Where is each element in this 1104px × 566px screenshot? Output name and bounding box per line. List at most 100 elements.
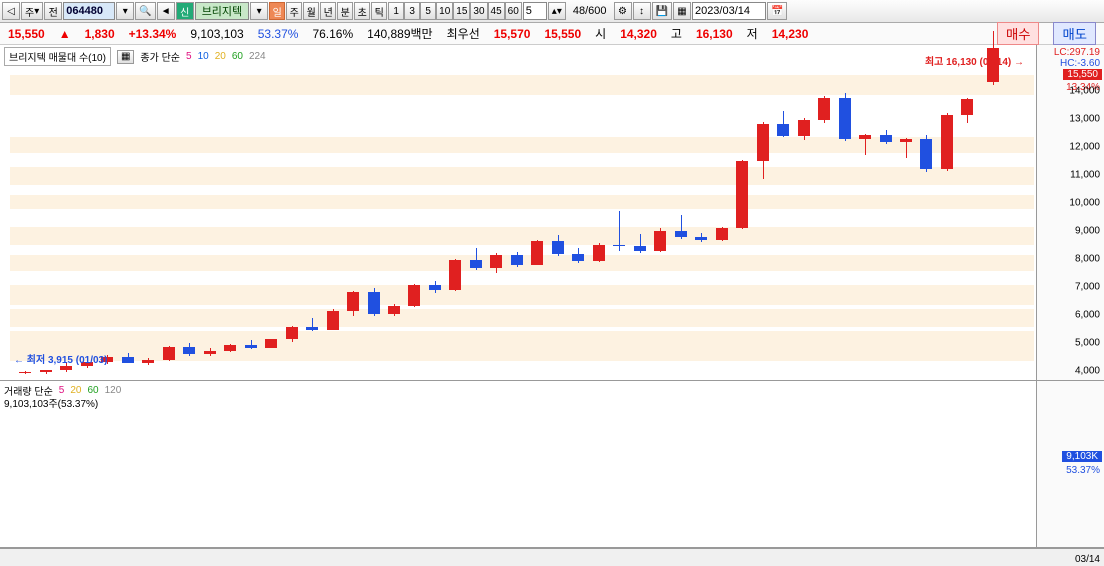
candle-body	[818, 98, 830, 119]
candle-body	[470, 260, 482, 268]
legend-ma-label: 종가 단순	[140, 49, 180, 64]
legend-sec[interactable]: 브리지텍 매물대 수(10)	[4, 47, 111, 66]
tf-num-15[interactable]: 15	[453, 2, 470, 20]
volume-profile-band	[10, 167, 1034, 185]
price-chart[interactable]: 브리지텍 매물대 수(10) ▦ 종가 단순 5102060224 LC:297…	[0, 45, 1104, 381]
vol-pct-badge: 53.37%	[1064, 465, 1102, 476]
price-chart-inner	[10, 45, 1034, 380]
tf-tick[interactable]: 틱	[371, 2, 387, 20]
tool2-icon[interactable]: ↕	[633, 2, 651, 20]
candle-body	[511, 255, 523, 265]
y-tick: 13,000	[1069, 114, 1100, 125]
ma-legend-5: 5	[186, 51, 192, 62]
candle-body	[900, 139, 912, 142]
candle-body	[60, 366, 72, 370]
type-dropdown[interactable]: 주 ▾	[21, 2, 43, 20]
high-annotation: 최고 16,130 (03/14) →	[925, 53, 1024, 68]
volume-y-axis: 9,103K 53.37%	[1036, 381, 1104, 547]
vol-legend-120: 120	[105, 385, 122, 396]
candle-body	[429, 285, 441, 289]
vol-legend-5: 5	[59, 385, 65, 396]
ma-legend-224: 224	[249, 51, 266, 62]
candle-body	[265, 339, 277, 348]
tf-num-45[interactable]: 45	[488, 2, 505, 20]
tool3-icon[interactable]: ▦	[673, 2, 691, 20]
candle-body	[675, 231, 687, 237]
sell-button[interactable]: 매도	[1053, 22, 1096, 45]
date-input[interactable]	[692, 2, 766, 20]
candle-body	[798, 120, 810, 136]
volume-profile-band	[10, 195, 1034, 209]
low-annotation: ← 최저 3,915 (01/03)	[14, 351, 107, 366]
tf-num-5[interactable]: 5	[420, 2, 436, 20]
y-tick: 4,000	[1075, 366, 1100, 377]
tf-year[interactable]: 년	[320, 2, 336, 20]
candle-body	[306, 327, 318, 330]
volume-chart[interactable]: 거래량 단순 52060120 9,103,103주(53.37%) 9,103…	[0, 381, 1104, 548]
legend-toggle-icon[interactable]: ▦	[117, 50, 134, 64]
tf-min[interactable]: 분	[337, 2, 353, 20]
name-dropdown-icon[interactable]: ▾	[250, 2, 268, 20]
volume: 9,103,103	[190, 27, 243, 41]
tf-num-10[interactable]: 10	[436, 2, 453, 20]
candle-body	[408, 285, 420, 306]
candle-body	[388, 306, 400, 314]
candle-body	[40, 370, 52, 372]
save-icon[interactable]: 💾	[652, 2, 672, 20]
tf-num-30[interactable]: 30	[470, 2, 487, 20]
candle-body	[327, 311, 339, 330]
vol-legend-20: 20	[70, 385, 81, 396]
volume-profile-band	[10, 285, 1034, 305]
hc-label: HC:-3.60	[1058, 58, 1102, 69]
high-label: 고	[671, 25, 682, 42]
candle-body	[572, 254, 584, 261]
pct-change: +13.34%	[129, 27, 177, 41]
history-icon[interactable]: ◄	[157, 2, 175, 20]
y-tick: 10,000	[1069, 198, 1100, 209]
stock-name[interactable]: 브리지텍	[195, 2, 249, 20]
tf-week[interactable]: 주	[286, 2, 302, 20]
tf-num-1[interactable]: 1	[388, 2, 404, 20]
candle-body	[531, 241, 543, 265]
spinner-icon[interactable]: ▴▾	[548, 2, 566, 20]
low-price: 14,230	[772, 27, 809, 41]
low-label: 저	[747, 25, 758, 42]
candle-body	[449, 260, 461, 290]
volume-profile-band	[10, 227, 1034, 245]
prev-chart-icon[interactable]: ◁	[2, 2, 20, 20]
tf-day[interactable]: 일	[269, 2, 285, 20]
candle-body	[183, 347, 195, 354]
prev-button[interactable]: 전	[44, 2, 62, 20]
count-input[interactable]	[523, 2, 547, 20]
candle-body	[920, 139, 932, 168]
tf-month[interactable]: 월	[303, 2, 319, 20]
arrow-icon: ▲	[59, 27, 71, 41]
buy-button[interactable]: 매수	[997, 22, 1040, 45]
type-label: 주	[25, 4, 34, 19]
tool1-icon[interactable]: ⚙	[614, 2, 632, 20]
candle-body	[880, 135, 892, 142]
code-dropdown-icon[interactable]: ▾	[116, 2, 134, 20]
vol-badge: 9,103K	[1062, 451, 1102, 462]
x-axis-right: 03/14	[1075, 554, 1100, 565]
candle-body	[224, 345, 236, 351]
candle-body	[163, 347, 175, 361]
candle-body	[19, 372, 31, 373]
candle-body	[613, 245, 625, 246]
y-tick: 11,000	[1070, 170, 1100, 181]
tf-num-60[interactable]: 60	[505, 2, 522, 20]
price-legend: 브리지텍 매물대 수(10) ▦ 종가 단순 5102060224	[4, 47, 272, 66]
high-price: 16,130	[696, 27, 733, 41]
candle-body	[122, 357, 134, 363]
y-tick: 5,000	[1075, 338, 1100, 349]
tf-sec[interactable]: 초	[354, 2, 370, 20]
candle-body	[490, 255, 502, 268]
y-tick: 6,000	[1075, 310, 1100, 321]
open-label: 시	[595, 25, 606, 42]
tf-num-3[interactable]: 3	[404, 2, 420, 20]
search-icon[interactable]: 🔍	[135, 2, 155, 20]
stock-code-input[interactable]	[63, 2, 115, 20]
calendar-icon[interactable]: 📅	[767, 2, 787, 20]
ratio-label: 48/600	[573, 5, 607, 17]
vol-legend-items: 52060120	[59, 385, 128, 396]
